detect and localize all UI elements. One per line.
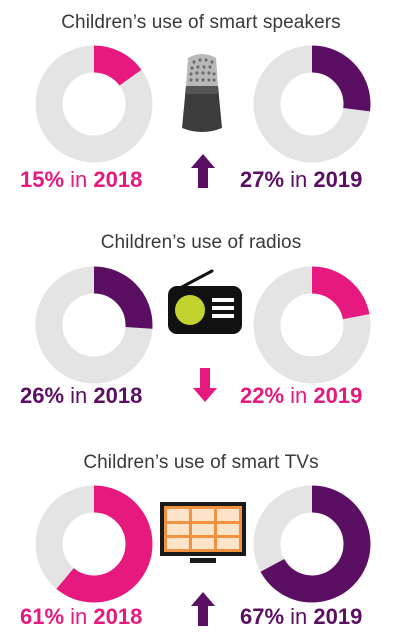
stat-in: in	[290, 604, 308, 629]
donut-segment	[35, 266, 153, 384]
section-title: Children’s use of radios	[100, 232, 302, 253]
donut-chart-2019	[253, 485, 371, 603]
stat-in: in	[70, 604, 88, 629]
stat-in: in	[290, 383, 308, 408]
stat-in: in	[70, 383, 88, 408]
stat-2018: 61% in 2018	[20, 604, 142, 630]
stat-percent: 61%	[20, 604, 65, 629]
stat-2018: 26% in 2018	[20, 383, 142, 409]
stat-year: 2019	[313, 604, 363, 629]
section-title: Children’s use of smart speakers	[61, 12, 341, 33]
smart-tv-icon	[160, 502, 246, 563]
arrow-up-icon	[191, 592, 215, 626]
stat-year: 2019	[313, 383, 363, 408]
section-radios: Children’s use of radios 26% in 2018 22%…	[0, 220, 402, 425]
donut-segment	[253, 266, 371, 384]
stat-2018: 15% in 2018	[20, 167, 142, 193]
arrow-down-icon	[193, 368, 217, 402]
smart-speaker-icon	[182, 54, 222, 132]
stat-percent: 22%	[240, 383, 285, 408]
donut-chart-2018	[35, 266, 153, 384]
stat-in: in	[290, 167, 308, 192]
stat-percent: 27%	[240, 167, 285, 192]
stat-in: in	[70, 167, 88, 192]
stat-percent: 26%	[20, 383, 65, 408]
section-smart-tvs: Children’s use of smart TVs 61% in 2018 …	[0, 440, 402, 642]
stat-year: 2018	[93, 604, 143, 629]
donut-segment	[253, 485, 371, 603]
stat-2019: 27% in 2019	[240, 167, 362, 193]
stat-year: 2019	[313, 167, 363, 192]
donut-segment	[35, 485, 153, 603]
radio-icon	[168, 269, 242, 334]
stat-2019: 67% in 2019	[240, 604, 362, 630]
section-smart-speakers: Children’s use of smart speakers 15% in …	[0, 0, 402, 205]
donut-chart-2019	[253, 266, 371, 384]
donut-chart-2018	[35, 45, 153, 163]
donut-segment	[253, 45, 371, 163]
section-title: Children’s use of smart TVs	[83, 452, 319, 473]
donut-segment	[35, 45, 153, 163]
donut-chart-2019	[253, 45, 371, 163]
stat-year: 2018	[93, 167, 143, 192]
donut-chart-2018	[35, 485, 153, 603]
stat-2019: 22% in 2019	[240, 383, 362, 409]
stat-percent: 67%	[240, 604, 285, 629]
arrow-up-icon	[191, 154, 215, 188]
stat-percent: 15%	[20, 167, 65, 192]
stat-year: 2018	[93, 383, 143, 408]
